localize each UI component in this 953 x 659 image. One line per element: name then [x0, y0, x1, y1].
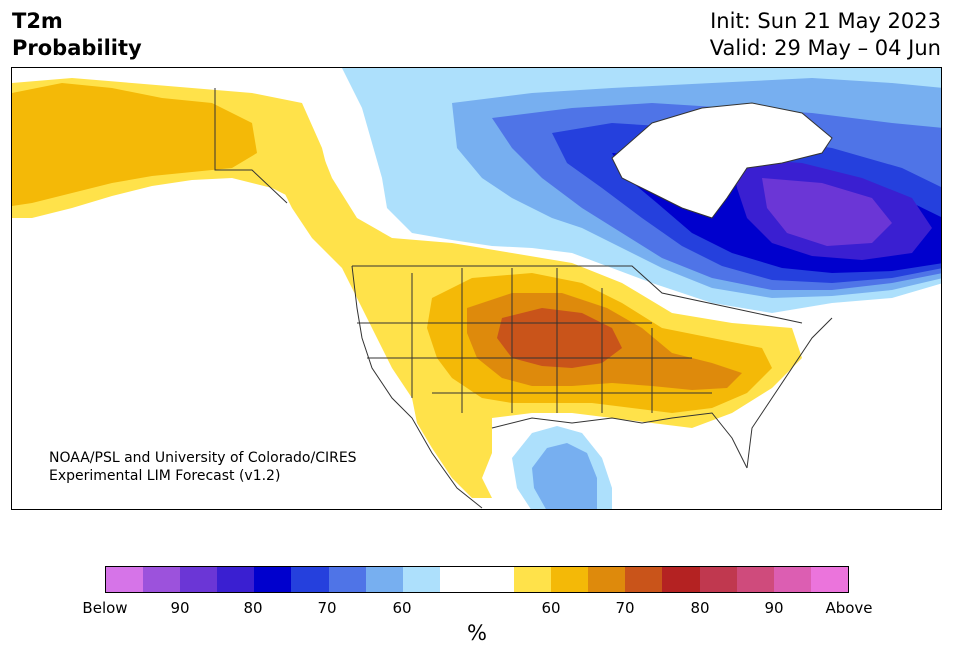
colorbar-cell	[439, 567, 477, 592]
colorbar	[105, 566, 849, 593]
colorbar-cell	[810, 567, 848, 592]
colorbar-cell	[625, 567, 663, 592]
colorbar-cell	[736, 567, 774, 592]
colorbar-tick-label: 70	[317, 599, 337, 617]
gulf-coast	[491, 412, 748, 469]
region-above-60-mexico	[412, 398, 492, 498]
colorbar-cell	[106, 567, 144, 592]
hudson-bay	[611, 102, 833, 219]
state-lines-2	[357, 322, 712, 394]
colorbar-cell	[551, 567, 589, 592]
colorbar-cell	[662, 567, 700, 592]
colorbar-unit: %	[467, 621, 487, 645]
colorbar-tick-label: Below	[82, 599, 128, 617]
forecast-map	[12, 68, 941, 509]
credit-line-1: NOAA/PSL and University of Colorado/CIRE…	[49, 450, 357, 466]
colorbar-cell	[514, 567, 552, 592]
title-subject: Probability	[12, 36, 142, 60]
map-panel	[11, 67, 942, 510]
region-below-70-gulf	[532, 443, 597, 509]
state-lines-1	[411, 268, 653, 413]
colorbar-tick-label: 60	[541, 599, 561, 617]
forecast-info: Init: Sun 21 May 2023 Valid: 29 May – 04…	[710, 8, 941, 62]
colorbar-tick-label: 80	[243, 599, 263, 617]
colorbar-tick-label: 70	[615, 599, 635, 617]
region-above-65-alaska	[12, 83, 257, 206]
us-canada-border	[352, 265, 803, 324]
map-title: T2m Probability	[12, 8, 142, 62]
colorbar-tick-label: 90	[764, 599, 784, 617]
borders	[214, 88, 833, 509]
credit-line-2: Experimental LIM Forecast (v1.2)	[49, 468, 281, 484]
credit-text: NOAA/PSL and University of Colorado/CIRE…	[49, 449, 357, 485]
colorbar-tick-label: Above	[825, 599, 873, 617]
colorbar-cell	[217, 567, 255, 592]
region-below-95	[762, 178, 892, 246]
alaska-border	[214, 88, 288, 204]
colorbar-cell	[773, 567, 811, 592]
colorbar-cell	[291, 567, 329, 592]
colorbar-cell	[699, 567, 737, 592]
east-coast	[746, 317, 833, 469]
colorbar-tick-label: 80	[690, 599, 710, 617]
colorbar-cell	[476, 567, 515, 592]
west-coast	[351, 265, 483, 509]
colorbar-tick-label: 90	[170, 599, 190, 617]
colorbar-cell	[328, 567, 366, 592]
colorbar-tick-label: 60	[392, 599, 412, 617]
valid-range: Valid: 29 May – 04 Jun	[709, 36, 941, 60]
colorbar-cell	[254, 567, 292, 592]
init-date: Init: Sun 21 May 2023	[710, 9, 941, 33]
colorbar-cell	[143, 567, 181, 592]
colorbar-cell	[588, 567, 626, 592]
colorbar-cell	[180, 567, 218, 592]
title-variable: T2m	[12, 9, 63, 33]
colorbar-cell	[402, 567, 440, 592]
colorbar-cell	[365, 567, 403, 592]
